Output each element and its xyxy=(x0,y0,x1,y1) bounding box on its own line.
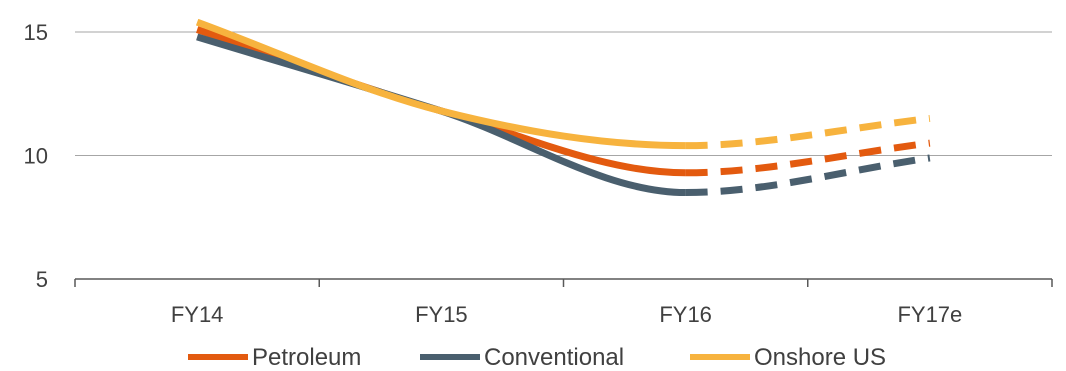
series-line-petroleum-estimate xyxy=(685,139,931,177)
y-tick-label-10: 10 xyxy=(24,144,48,169)
x-tick-label-fy15: FY15 xyxy=(415,302,468,327)
legend-label-petroleum: Petroleum xyxy=(252,344,361,371)
legend-label-conventional: Conventional xyxy=(484,344,624,371)
y-tick-labels: 5 10 15 xyxy=(24,20,48,292)
series-lines xyxy=(195,18,931,197)
y-tick-label-15: 15 xyxy=(24,20,48,45)
series-line-conventional xyxy=(196,33,686,197)
legend-item-conventional: Conventional xyxy=(420,344,624,371)
series-line-conventional-estimate xyxy=(685,154,931,197)
legend-label-onshore-us: Onshore US xyxy=(754,344,886,371)
series-line-onshore-us-estimate xyxy=(685,114,931,150)
axes xyxy=(74,278,1053,287)
x-tick-label-fy16: FY16 xyxy=(659,302,712,327)
x-tick-labels: FY14 FY15 FY16 FY17e xyxy=(171,302,962,327)
x-tick-label-fy17e: FY17e xyxy=(897,302,962,327)
series-line-onshore-us xyxy=(195,18,686,150)
legend-item-petroleum: Petroleum xyxy=(188,344,361,371)
y-tick-label-5: 5 xyxy=(36,267,48,292)
gridlines xyxy=(75,31,1052,156)
x-tick-label-fy14: FY14 xyxy=(171,302,224,327)
legend: Petroleum Conventional Onshore US xyxy=(188,344,886,371)
legend-item-onshore-us: Onshore US xyxy=(690,344,886,371)
